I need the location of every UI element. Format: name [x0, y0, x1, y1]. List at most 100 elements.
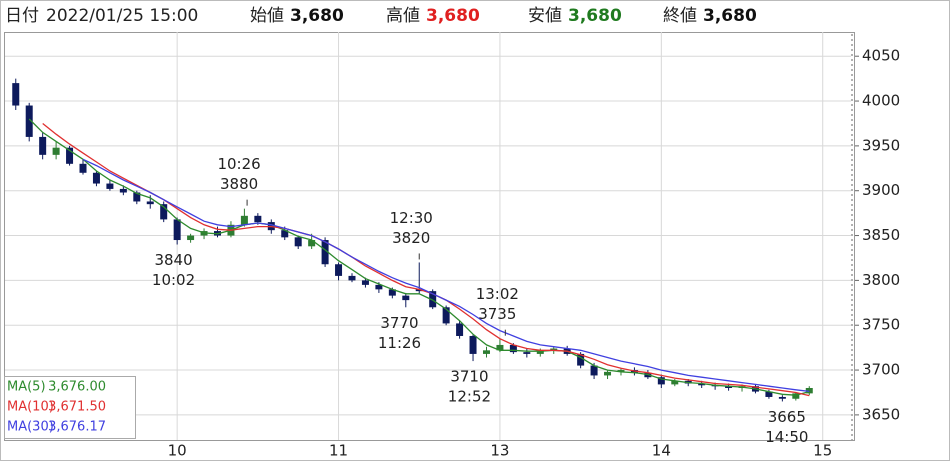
candle-body: [335, 264, 343, 276]
annotation-value: 3840: [154, 251, 192, 269]
header: 日付 2022/01/25 15:00 始値 3,680 高値 3,680 安値 3,680 終…: [5, 6, 757, 26]
candle-body: [482, 350, 490, 354]
annotation-time: 12:52: [448, 388, 491, 406]
annotation-value: 3735: [478, 305, 516, 323]
annotation-value: 3820: [392, 229, 430, 247]
legend-value: 3,676.00: [48, 380, 106, 395]
field-label: 安値: [528, 6, 562, 26]
annotation-time: 13:02: [476, 285, 519, 303]
candle-body: [294, 237, 302, 247]
ma-line: [82, 158, 810, 393]
candle-body: [657, 377, 665, 385]
field-value: 3,680: [568, 6, 622, 26]
candle-body: [321, 240, 329, 265]
candle-body: [577, 353, 585, 366]
candle-body: [133, 192, 141, 202]
date-time: 2022/01/25 15:00: [46, 6, 198, 26]
candle-body: [590, 365, 598, 376]
legend-name: MA(30): [7, 420, 54, 435]
x-tick-label: 14: [652, 442, 671, 460]
candle-body: [146, 201, 154, 205]
candle-body: [12, 83, 20, 106]
candle-body: [456, 323, 464, 336]
candle-body: [25, 105, 33, 137]
candle-body: [536, 350, 544, 354]
x-tick-label: 13: [490, 442, 509, 460]
ma-line: [28, 118, 810, 396]
candle-body: [415, 289, 423, 292]
candle-body: [308, 240, 316, 247]
annotation-time: 10:26: [217, 155, 260, 173]
candle-body: [765, 391, 773, 397]
plot-area: [4, 32, 855, 441]
candle-body: [66, 147, 74, 164]
y-tick-label: 3950: [862, 136, 900, 154]
candle-body: [792, 393, 800, 399]
candle-body: [39, 136, 47, 155]
candle-body: [402, 295, 410, 301]
candle-body: [388, 289, 396, 296]
legend-name: MA(10): [7, 400, 54, 415]
annotation-time: 12:30: [390, 209, 433, 227]
annotation-time: 14:50: [765, 428, 808, 446]
candle-body: [698, 383, 706, 386]
field-value: 3,680: [703, 6, 757, 26]
candle-body: [509, 344, 517, 353]
candle-body: [429, 291, 437, 308]
y-tick-label: 3900: [862, 181, 900, 199]
annotation-time: 10:02: [152, 271, 195, 289]
candle-body: [160, 204, 168, 220]
candle-body: [604, 371, 612, 376]
y-tick-label: 3700: [862, 361, 900, 379]
candle-body: [496, 344, 504, 351]
ma-line: [42, 122, 810, 397]
candle-body: [79, 163, 87, 173]
field-label: 始値: [250, 6, 284, 26]
candle-body: [523, 352, 531, 354]
y-tick-label: 3850: [862, 226, 900, 244]
candle-body: [617, 370, 625, 372]
y-tick-label: 4050: [862, 47, 900, 65]
x-tick-label: 10: [168, 442, 187, 460]
candle-body: [671, 380, 679, 385]
candle-body: [361, 280, 369, 285]
annotation-value: 3665: [768, 408, 806, 426]
field-value: 3,680: [290, 6, 344, 26]
candle-body: [92, 172, 100, 184]
candle-body: [187, 235, 195, 241]
candle-body: [725, 386, 733, 388]
candle-body: [106, 183, 114, 189]
candle-body: [375, 284, 383, 290]
legend-value: 3,671.50: [48, 400, 106, 415]
field-label: 高値: [386, 6, 420, 26]
legend-box: [4, 376, 136, 439]
date-label: 日付: [5, 6, 39, 26]
candle-body: [442, 307, 450, 324]
candle-body: [805, 387, 813, 394]
annotation-time: 11:26: [378, 334, 421, 352]
candle-body: [281, 230, 289, 238]
y-tick-label: 3800: [862, 271, 900, 289]
y-tick-label: 3650: [862, 405, 900, 423]
candle-body: [52, 147, 60, 155]
candle-body: [469, 335, 477, 354]
candle-body: [778, 396, 786, 399]
annotation-value: 3710: [450, 368, 488, 386]
candle-body: [119, 188, 127, 193]
x-tick-label: 15: [813, 442, 832, 460]
legend-name: MA(5): [7, 380, 46, 395]
x-tick-label: 11: [329, 442, 348, 460]
candle-body: [254, 215, 262, 223]
candle-body: [348, 275, 356, 281]
candle-body: [173, 219, 181, 241]
y-tick-label: 3750: [862, 316, 900, 334]
field-label: 終値: [663, 6, 697, 26]
annotation-value: 3770: [380, 314, 418, 332]
legend-value: 3,676.17: [48, 420, 106, 435]
y-tick-label: 4000: [862, 92, 900, 110]
candle-body: [550, 348, 558, 351]
field-value: 3,680: [426, 6, 480, 26]
candle-body: [240, 215, 248, 225]
